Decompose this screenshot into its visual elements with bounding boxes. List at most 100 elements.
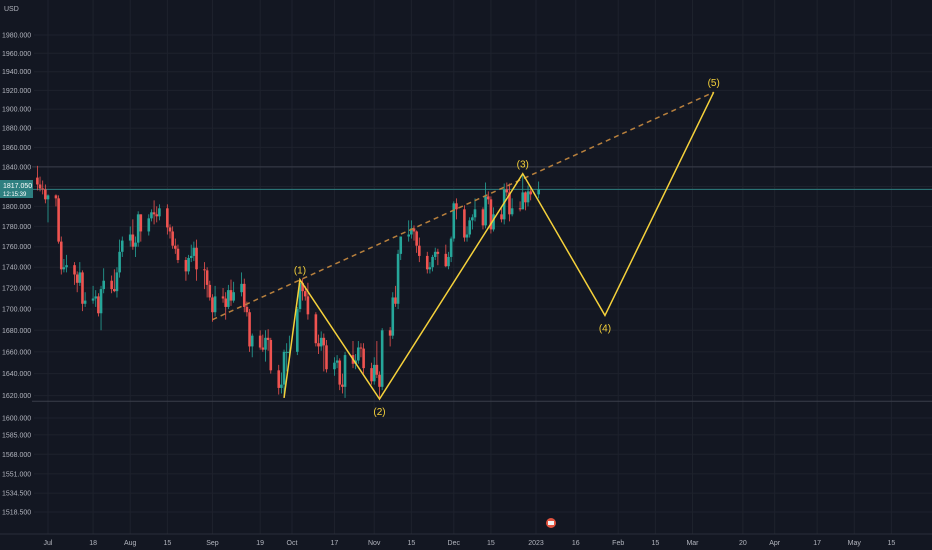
time-tick-label: Aug [124,540,137,547]
candle-body [303,291,307,297]
wave-label: (4) [599,323,611,334]
candle-body [447,256,450,267]
candle-body [203,269,206,271]
event-marker-glyph [548,521,554,525]
price-tick-label: 1568.000 [2,452,31,459]
candle-body [410,228,413,235]
price-tick-label: 1900.000 [2,107,31,114]
candle-body [508,192,511,215]
candle-body [380,330,384,387]
time-tick-label: Mar [686,540,699,547]
price-axis[interactable] [0,0,32,534]
candle-body [57,198,60,242]
candle-body [91,298,95,301]
candle-body [481,209,485,226]
candle-body [131,234,135,247]
candle-body [54,195,58,199]
candle-body [463,209,466,238]
candle-body [285,351,288,353]
candle-body [505,189,509,193]
price-tick-label: 1551.000 [2,471,31,478]
price-tick-label: 1585.000 [2,432,31,439]
candle-body [224,298,227,307]
time-tick-label: 16 [572,540,580,547]
candle-body [357,347,360,361]
time-axis-ticks: Jul 18 Aug 15 Sep 19 Oct 17 Nov 15 Dec 15 2023 16 Feb 1… [44,540,896,547]
price-tag: 1817.050 12:15:39 [0,180,33,198]
time-tick-label: Apr [769,540,781,547]
candle-body [134,242,137,247]
price-tick-label: 1960.000 [2,51,31,58]
candle-body [41,188,44,190]
candle-body [431,256,434,268]
candle-body [537,189,540,195]
candle-body [288,351,291,353]
wave-label: (1) [294,266,306,277]
candle-body [473,209,477,218]
price-tick-label: 1620.000 [2,393,31,400]
candle-body [298,282,302,310]
time-tick-label: 15 [487,540,495,547]
candle-body [240,283,243,293]
candle-body [155,214,159,217]
price-tick-label: 1780.000 [2,224,31,231]
candle-body [192,247,196,256]
price-axis-ticks: 1518.500 1534.500 1551.000 1568.000 1585.000… [2,33,31,517]
time-tick-label: Dec [448,540,461,547]
price-tick-label: 1860.000 [2,145,31,152]
candle-body [221,296,225,299]
time-tick-label: May [848,540,862,547]
time-tick-label: Feb [612,540,624,547]
candle-body [136,214,140,243]
price-tick-label: 1840.000 [2,164,31,171]
time-tick-label: 15 [407,540,415,547]
candle-body [335,360,339,363]
candle-body [166,208,169,228]
candle-body [118,251,121,273]
candle-body [465,234,469,238]
wave-label: (5) [708,78,720,89]
candle-body [388,330,392,336]
time-tick-label: 15 [651,540,659,547]
candle-body [468,220,471,235]
candle-body [266,337,270,340]
price-tick-label: 1980.000 [2,33,31,40]
time-axis[interactable] [0,534,932,550]
price-tick-label: 1600.000 [2,415,31,422]
time-tick-label: Jul [44,540,53,547]
candle-body [436,251,440,254]
candle-body [521,192,525,210]
candle-body [102,280,105,290]
time-tick-label: 2023 [528,540,544,547]
time-tick-label: 18 [89,540,97,547]
wave-label: (3) [517,160,529,171]
candle-body [500,214,503,220]
candle-body [425,255,429,270]
time-tick-label: 19 [256,540,264,547]
candle-body [83,300,87,304]
candle-body [433,251,437,257]
price-tick-label: 1660.000 [2,349,31,356]
candle-body [258,335,262,348]
candle-body [455,203,458,210]
time-tick-label: Nov [368,540,381,547]
candle-body [471,217,474,221]
candle-body [205,270,209,285]
candle-body [449,238,453,257]
price-tick-label: 1720.000 [2,286,31,293]
candle-body [359,347,363,349]
candle-body [338,360,342,385]
event-marker-icon[interactable] [546,518,556,528]
candle-body [187,257,190,272]
candle-body [269,339,273,371]
time-tick-label: 17 [813,540,821,547]
candle-body [168,227,172,232]
candle-body [227,290,230,307]
price-tick-label: 1880.000 [2,126,31,133]
candle-body [242,283,246,307]
candle-body [325,345,328,370]
candle-body [152,212,156,215]
candle-body [282,351,286,385]
